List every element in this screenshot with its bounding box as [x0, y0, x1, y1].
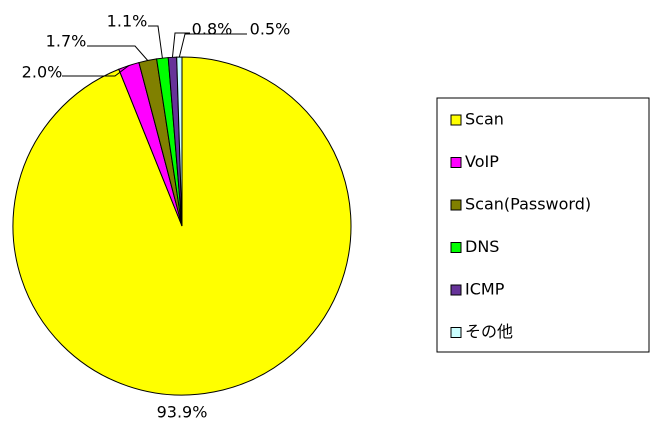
- legend-swatch: [450, 199, 462, 211]
- leader-line: [62, 65, 130, 77]
- legend-label: Scan: [465, 110, 504, 129]
- data-label: 1.1%: [107, 12, 148, 31]
- data-label: 1.7%: [46, 32, 87, 51]
- legend-swatch: [450, 327, 462, 338]
- legend-swatch: [450, 284, 462, 296]
- legend-label: VoIP: [465, 152, 499, 171]
- leader-line: [171, 32, 190, 58]
- legend-box: [436, 97, 650, 353]
- data-label: 2.0%: [22, 63, 63, 82]
- data-label: 0.5%: [250, 20, 291, 39]
- legend-swatch: [450, 242, 462, 253]
- legend-swatch: [450, 114, 462, 126]
- legend-label: Scan(Password): [465, 195, 591, 214]
- leader-line: [178, 33, 247, 58]
- data-label: 0.8%: [192, 20, 233, 39]
- leader-line: [148, 25, 163, 59]
- legend-label: ICMP: [465, 280, 505, 299]
- legend-label: その他: [465, 322, 513, 341]
- data-label: 93.9%: [157, 403, 208, 422]
- legend-swatch: [450, 157, 462, 168]
- leader-line: [87, 45, 149, 61]
- legend-label: DNS: [465, 237, 499, 256]
